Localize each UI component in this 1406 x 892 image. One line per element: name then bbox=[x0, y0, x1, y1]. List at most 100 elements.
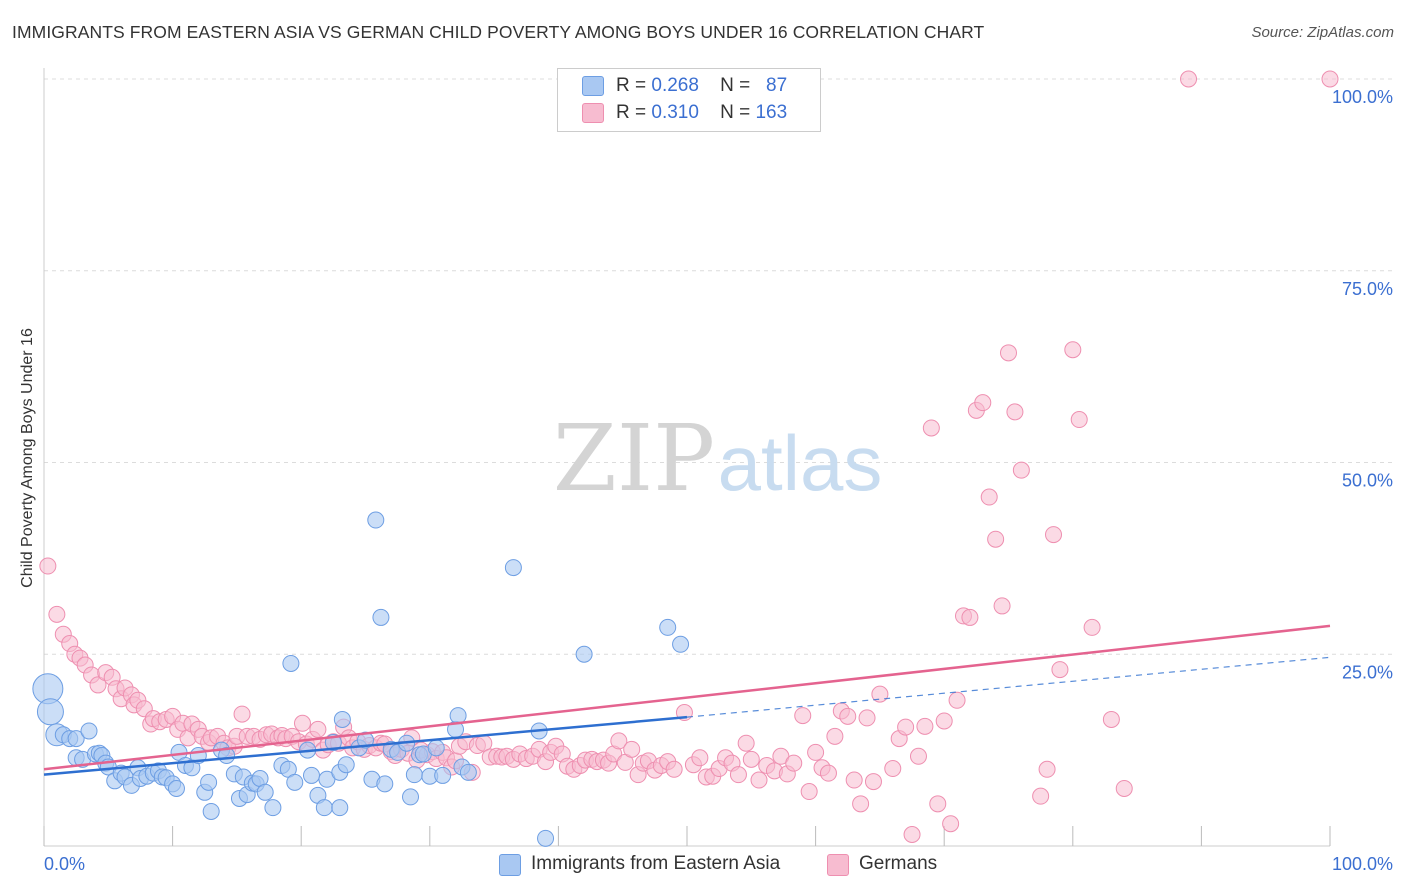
legend-swatch-pink bbox=[582, 103, 604, 123]
data-point-germans bbox=[665, 760, 683, 778]
data-point-eastern-asia bbox=[286, 773, 304, 791]
grid-lines bbox=[44, 78, 1395, 655]
data-point-germans bbox=[742, 750, 760, 768]
data-point-germans bbox=[737, 734, 755, 752]
data-point-germans bbox=[89, 676, 107, 694]
data-point-eastern-asia bbox=[333, 710, 351, 728]
data-point-eastern-asia bbox=[504, 559, 522, 577]
bottom-legend-swatch-blue bbox=[499, 854, 521, 876]
data-point-eastern-asia bbox=[264, 799, 282, 817]
data-point-eastern-asia bbox=[659, 618, 677, 636]
data-point-germans bbox=[785, 754, 803, 772]
data-point-germans bbox=[858, 709, 876, 727]
data-point-germans bbox=[845, 771, 863, 789]
data-point-germans bbox=[987, 530, 1005, 548]
data-point-germans bbox=[961, 608, 979, 626]
data-point-germans bbox=[750, 771, 768, 789]
data-point-eastern-asia bbox=[80, 722, 98, 740]
data-point-germans bbox=[1051, 661, 1069, 679]
bottom-legend-label: Immigrants from Eastern Asia bbox=[531, 853, 781, 874]
data-point-eastern-asia bbox=[367, 511, 385, 529]
data-point-germans bbox=[903, 825, 921, 843]
data-point-eastern-asia bbox=[459, 763, 477, 781]
data-point-eastern-asia bbox=[256, 783, 274, 801]
bottom-legend-label: Germans bbox=[859, 853, 938, 874]
legend-r-label: R = bbox=[616, 102, 647, 123]
data-point-eastern-asia bbox=[405, 766, 423, 784]
data-point-germans bbox=[839, 707, 857, 725]
data-point-eastern-asia bbox=[372, 608, 390, 626]
y-tick-label: 75.0% bbox=[1342, 279, 1393, 299]
data-point-eastern-asia bbox=[167, 779, 185, 797]
data-point-germans bbox=[233, 705, 251, 723]
tick-labels: 25.0% 50.0% 75.0% 100.0% 0.0% 100.0% bbox=[44, 87, 1393, 874]
data-point-germans bbox=[948, 691, 966, 709]
trend-line-eastern-asia bbox=[43, 715, 688, 776]
data-point-germans bbox=[807, 743, 825, 761]
data-point-germans bbox=[929, 795, 947, 813]
data-point-germans bbox=[852, 795, 870, 813]
data-point-germans bbox=[942, 815, 960, 833]
data-point-eastern-asia bbox=[434, 766, 452, 784]
x-tick-label: 100.0% bbox=[1332, 854, 1393, 874]
data-point-eastern-asia bbox=[427, 739, 445, 757]
data-point-germans bbox=[1321, 70, 1339, 88]
data-point-germans bbox=[922, 419, 940, 437]
trend-line-germans bbox=[43, 624, 1331, 771]
data-point-germans bbox=[1038, 760, 1056, 778]
data-point-eastern-asia bbox=[331, 799, 349, 817]
data-point-germans bbox=[884, 760, 902, 778]
legend-n-label: N = bbox=[720, 102, 751, 123]
data-point-eastern-asia bbox=[337, 756, 355, 774]
data-point-eastern-asia bbox=[449, 707, 467, 725]
data-point-germans bbox=[1115, 779, 1133, 797]
data-point-germans bbox=[623, 740, 641, 758]
data-point-germans bbox=[993, 597, 1011, 615]
data-point-eastern-asia bbox=[315, 799, 333, 817]
y-tick-label: 25.0% bbox=[1342, 662, 1393, 682]
data-point-germans bbox=[1045, 526, 1063, 544]
data-point-eastern-asia bbox=[202, 802, 220, 820]
data-point-germans bbox=[897, 718, 915, 736]
y-tick-label: 100.0% bbox=[1332, 87, 1393, 107]
data-point-eastern-asia bbox=[200, 773, 218, 791]
data-point-germans bbox=[1064, 341, 1082, 359]
data-point-germans bbox=[1102, 710, 1120, 728]
trend-line-eastern-asia-extension bbox=[686, 656, 1331, 718]
watermark-zip: ZIP bbox=[553, 405, 715, 512]
data-point-germans bbox=[691, 749, 709, 767]
data-point-eastern-asia bbox=[36, 698, 64, 726]
data-point-germans bbox=[1012, 461, 1030, 479]
data-point-germans bbox=[48, 605, 66, 623]
data-point-eastern-asia bbox=[67, 730, 85, 748]
data-point-eastern-asia bbox=[575, 645, 593, 663]
data-point-germans bbox=[729, 766, 747, 784]
watermark: ZIP atlas bbox=[553, 405, 882, 512]
data-point-eastern-asia bbox=[537, 829, 555, 847]
data-point-germans bbox=[935, 712, 953, 730]
correlation-legend: R = 0.268 N = 87 R = 0.310 N = 163 bbox=[557, 68, 821, 132]
legend-swatch-blue bbox=[582, 76, 604, 96]
data-point-eastern-asia bbox=[302, 766, 320, 784]
bottom-legend-swatch-pink bbox=[827, 854, 849, 876]
data-point-germans bbox=[309, 720, 327, 738]
data-point-germans bbox=[1006, 403, 1024, 421]
data-point-eastern-asia bbox=[402, 788, 420, 806]
chart-title: IMMIGRANTS FROM EASTERN ASIA VS GERMAN C… bbox=[12, 22, 985, 42]
data-point-eastern-asia bbox=[672, 635, 690, 653]
data-point-germans bbox=[610, 732, 628, 750]
data-point-germans bbox=[916, 717, 934, 735]
legend-n-label: N = bbox=[720, 75, 751, 96]
legend-r-value: 0.310 bbox=[651, 102, 699, 123]
data-point-germans bbox=[39, 557, 57, 575]
data-point-germans bbox=[974, 394, 992, 412]
data-point-germans bbox=[800, 783, 818, 801]
data-point-germans bbox=[980, 488, 998, 506]
eastern-asia-points bbox=[32, 511, 690, 847]
source-label: Source: ZipAtlas.com bbox=[1251, 24, 1394, 41]
data-point-germans bbox=[826, 727, 844, 745]
data-point-germans bbox=[1032, 787, 1050, 805]
trend-lines bbox=[43, 624, 1331, 776]
legend-n-value: 163 bbox=[755, 102, 788, 123]
